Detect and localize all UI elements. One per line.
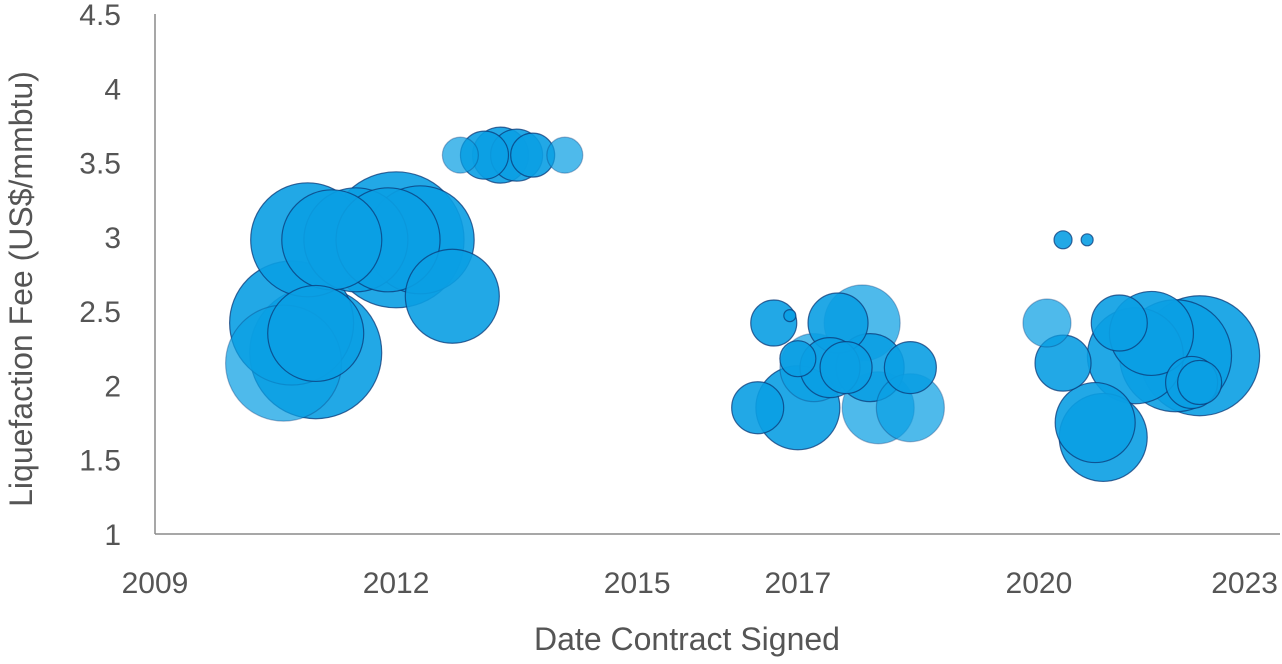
x-axis-title: Date Contract Signed [534, 621, 840, 657]
bubble-point [267, 284, 365, 383]
bubble-point [731, 381, 785, 435]
y-tick-labels: 1 1.5 2 2.5 3 3.5 4 4.5 [79, 0, 121, 552]
y-tick-label: 4 [104, 73, 121, 106]
x-tick-label: 2023 [1211, 567, 1278, 600]
x-tick-labels: 2009 2012 2015 2017 2020 2023 [122, 567, 1278, 600]
x-tick-label: 2012 [363, 567, 430, 600]
y-tick-label: 2 [104, 370, 121, 403]
bubble-point [783, 309, 797, 323]
y-tick-label: 1 [104, 519, 121, 552]
x-tick-label: 2017 [764, 567, 831, 600]
y-tick-label: 3.5 [79, 148, 121, 181]
x-tick-label: 2015 [604, 567, 671, 600]
x-tick-label: 2009 [122, 567, 189, 600]
bubble-point [1177, 359, 1223, 406]
bubble-point [750, 299, 798, 347]
bubble-point [1080, 233, 1094, 247]
bubble-point [281, 189, 383, 291]
bubble-point [404, 248, 500, 344]
bubble-point [883, 341, 937, 395]
bubble-point [1054, 381, 1136, 464]
bubble-point [441, 136, 479, 174]
y-tick-label: 4.5 [79, 0, 121, 32]
bubbles-layer [224, 126, 1261, 483]
bubble-point [1090, 294, 1148, 352]
bubble-point [546, 136, 584, 174]
x-tick-label: 2020 [1006, 567, 1073, 600]
y-tick-label: 3 [104, 222, 121, 255]
bubble-point [1022, 298, 1072, 348]
y-tick-label: 1.5 [79, 445, 121, 478]
y-tick-label: 2.5 [79, 296, 121, 329]
bubble-point [819, 341, 873, 395]
y-axis-title: Liquefaction Fee (US$/mmbtu) [3, 71, 39, 507]
bubble-point [1053, 230, 1073, 250]
axes-layer [154, 14, 1280, 535]
bubble-point [779, 340, 817, 378]
